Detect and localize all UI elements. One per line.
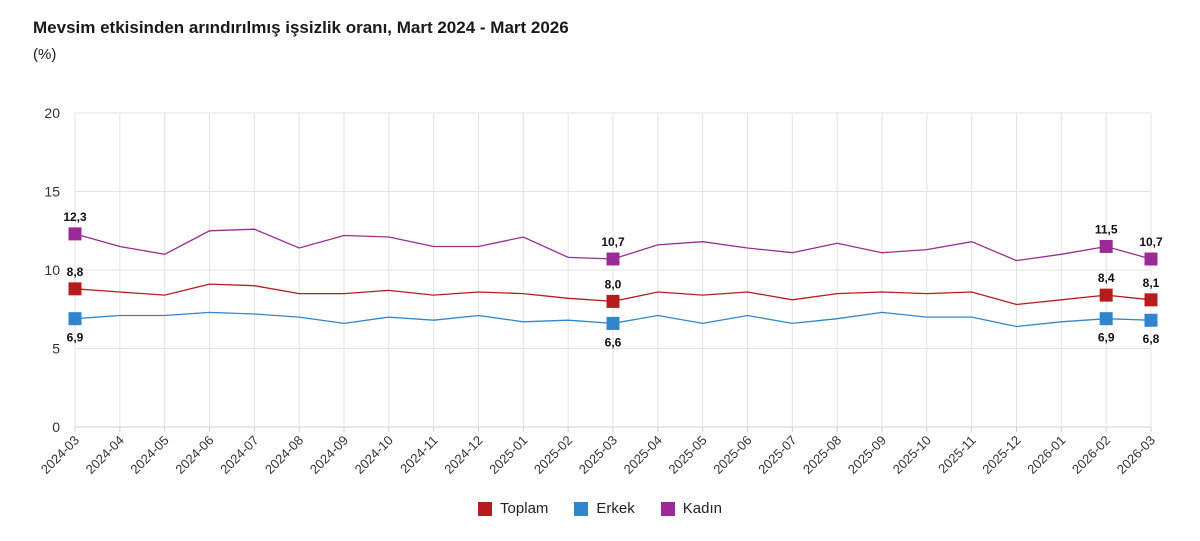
x-tick-label: 2026-02: [1069, 433, 1113, 477]
data-point-marker: [68, 227, 82, 241]
chart-legend: Toplam Erkek Kadın: [0, 500, 1200, 517]
x-tick-label: 2024-08: [262, 433, 306, 477]
data-label: 8,1: [1143, 276, 1160, 290]
data-label: 6,8: [1143, 332, 1160, 346]
data-point-marker: [606, 316, 620, 330]
data-label: 11,5: [1095, 222, 1118, 236]
x-tick-label: 2025-05: [665, 433, 709, 477]
chart-title: Mevsim etkisinden arındırılmış işsizlik …: [33, 18, 569, 37]
x-tick-label: 2025-04: [621, 433, 665, 477]
legend-swatch-kadin: [660, 501, 675, 516]
data-label: 6,6: [605, 335, 622, 349]
data-label: 10,7: [601, 235, 625, 249]
x-tick-label: 2026-01: [1024, 433, 1068, 477]
data-label: 6,9: [1098, 331, 1115, 345]
data-point-marker: [68, 282, 82, 296]
x-tick-label: 2024-05: [127, 433, 171, 477]
x-tick-label: 2025-07: [755, 433, 799, 477]
data-point-marker: [1144, 252, 1158, 266]
x-tick-label: 2024-03: [38, 433, 82, 477]
legend-swatch-toplam: [478, 501, 493, 516]
data-point-marker: [606, 252, 620, 266]
chart-subtitle: (%): [33, 46, 57, 63]
legend-item-kadin[interactable]: Kadın: [660, 500, 722, 517]
data-label: 8,8: [67, 265, 84, 279]
x-tick-label: 2025-08: [800, 433, 844, 477]
data-label: 6,9: [67, 331, 84, 345]
x-tick-label: 2024-06: [172, 433, 216, 477]
legend-swatch-erkek: [574, 501, 589, 516]
x-tick-label: 2024-04: [83, 433, 127, 477]
x-tick-label: 2026-03: [1114, 433, 1158, 477]
x-tick-label: 2025-03: [576, 433, 620, 477]
data-label: 10,7: [1139, 235, 1163, 249]
x-tick-label: 2024-09: [307, 433, 351, 477]
y-tick-label: 20: [44, 105, 60, 121]
data-label: 8,0: [605, 277, 622, 291]
data-point-marker: [1144, 313, 1158, 327]
data-point-marker: [1099, 239, 1113, 253]
x-tick-label: 2024-11: [397, 433, 441, 477]
x-tick-label: 2025-01: [486, 433, 530, 477]
legend-label-erkek: Erkek: [596, 500, 635, 517]
data-label: 8,4: [1098, 271, 1115, 285]
x-tick-label: 2025-06: [710, 433, 754, 477]
x-tick-label: 2025-10: [890, 433, 934, 477]
data-point-marker: [1144, 293, 1158, 307]
data-label: 12,3: [63, 210, 87, 224]
x-tick-label: 2025-02: [531, 433, 575, 477]
x-tick-label: 2025-11: [935, 433, 979, 477]
x-tick-label: 2024-07: [217, 433, 261, 477]
data-point-marker: [1099, 288, 1113, 302]
data-point-marker: [606, 294, 620, 308]
x-tick-label: 2025-09: [845, 433, 889, 477]
y-tick-label: 5: [52, 341, 60, 357]
data-point-marker: [68, 312, 82, 326]
data-point-marker: [1099, 312, 1113, 326]
x-tick-label: 2025-12: [979, 433, 1023, 477]
y-tick-label: 0: [52, 419, 60, 435]
x-tick-label: 2024-12: [441, 433, 485, 477]
legend-item-erkek[interactable]: Erkek: [574, 500, 635, 517]
legend-item-toplam[interactable]: Toplam: [478, 500, 548, 517]
x-tick-label: 2024-10: [352, 433, 396, 477]
legend-label-toplam: Toplam: [500, 500, 549, 517]
y-tick-label: 10: [44, 262, 60, 278]
legend-label-kadin: Kadın: [682, 500, 722, 517]
y-tick-label: 15: [44, 184, 60, 200]
